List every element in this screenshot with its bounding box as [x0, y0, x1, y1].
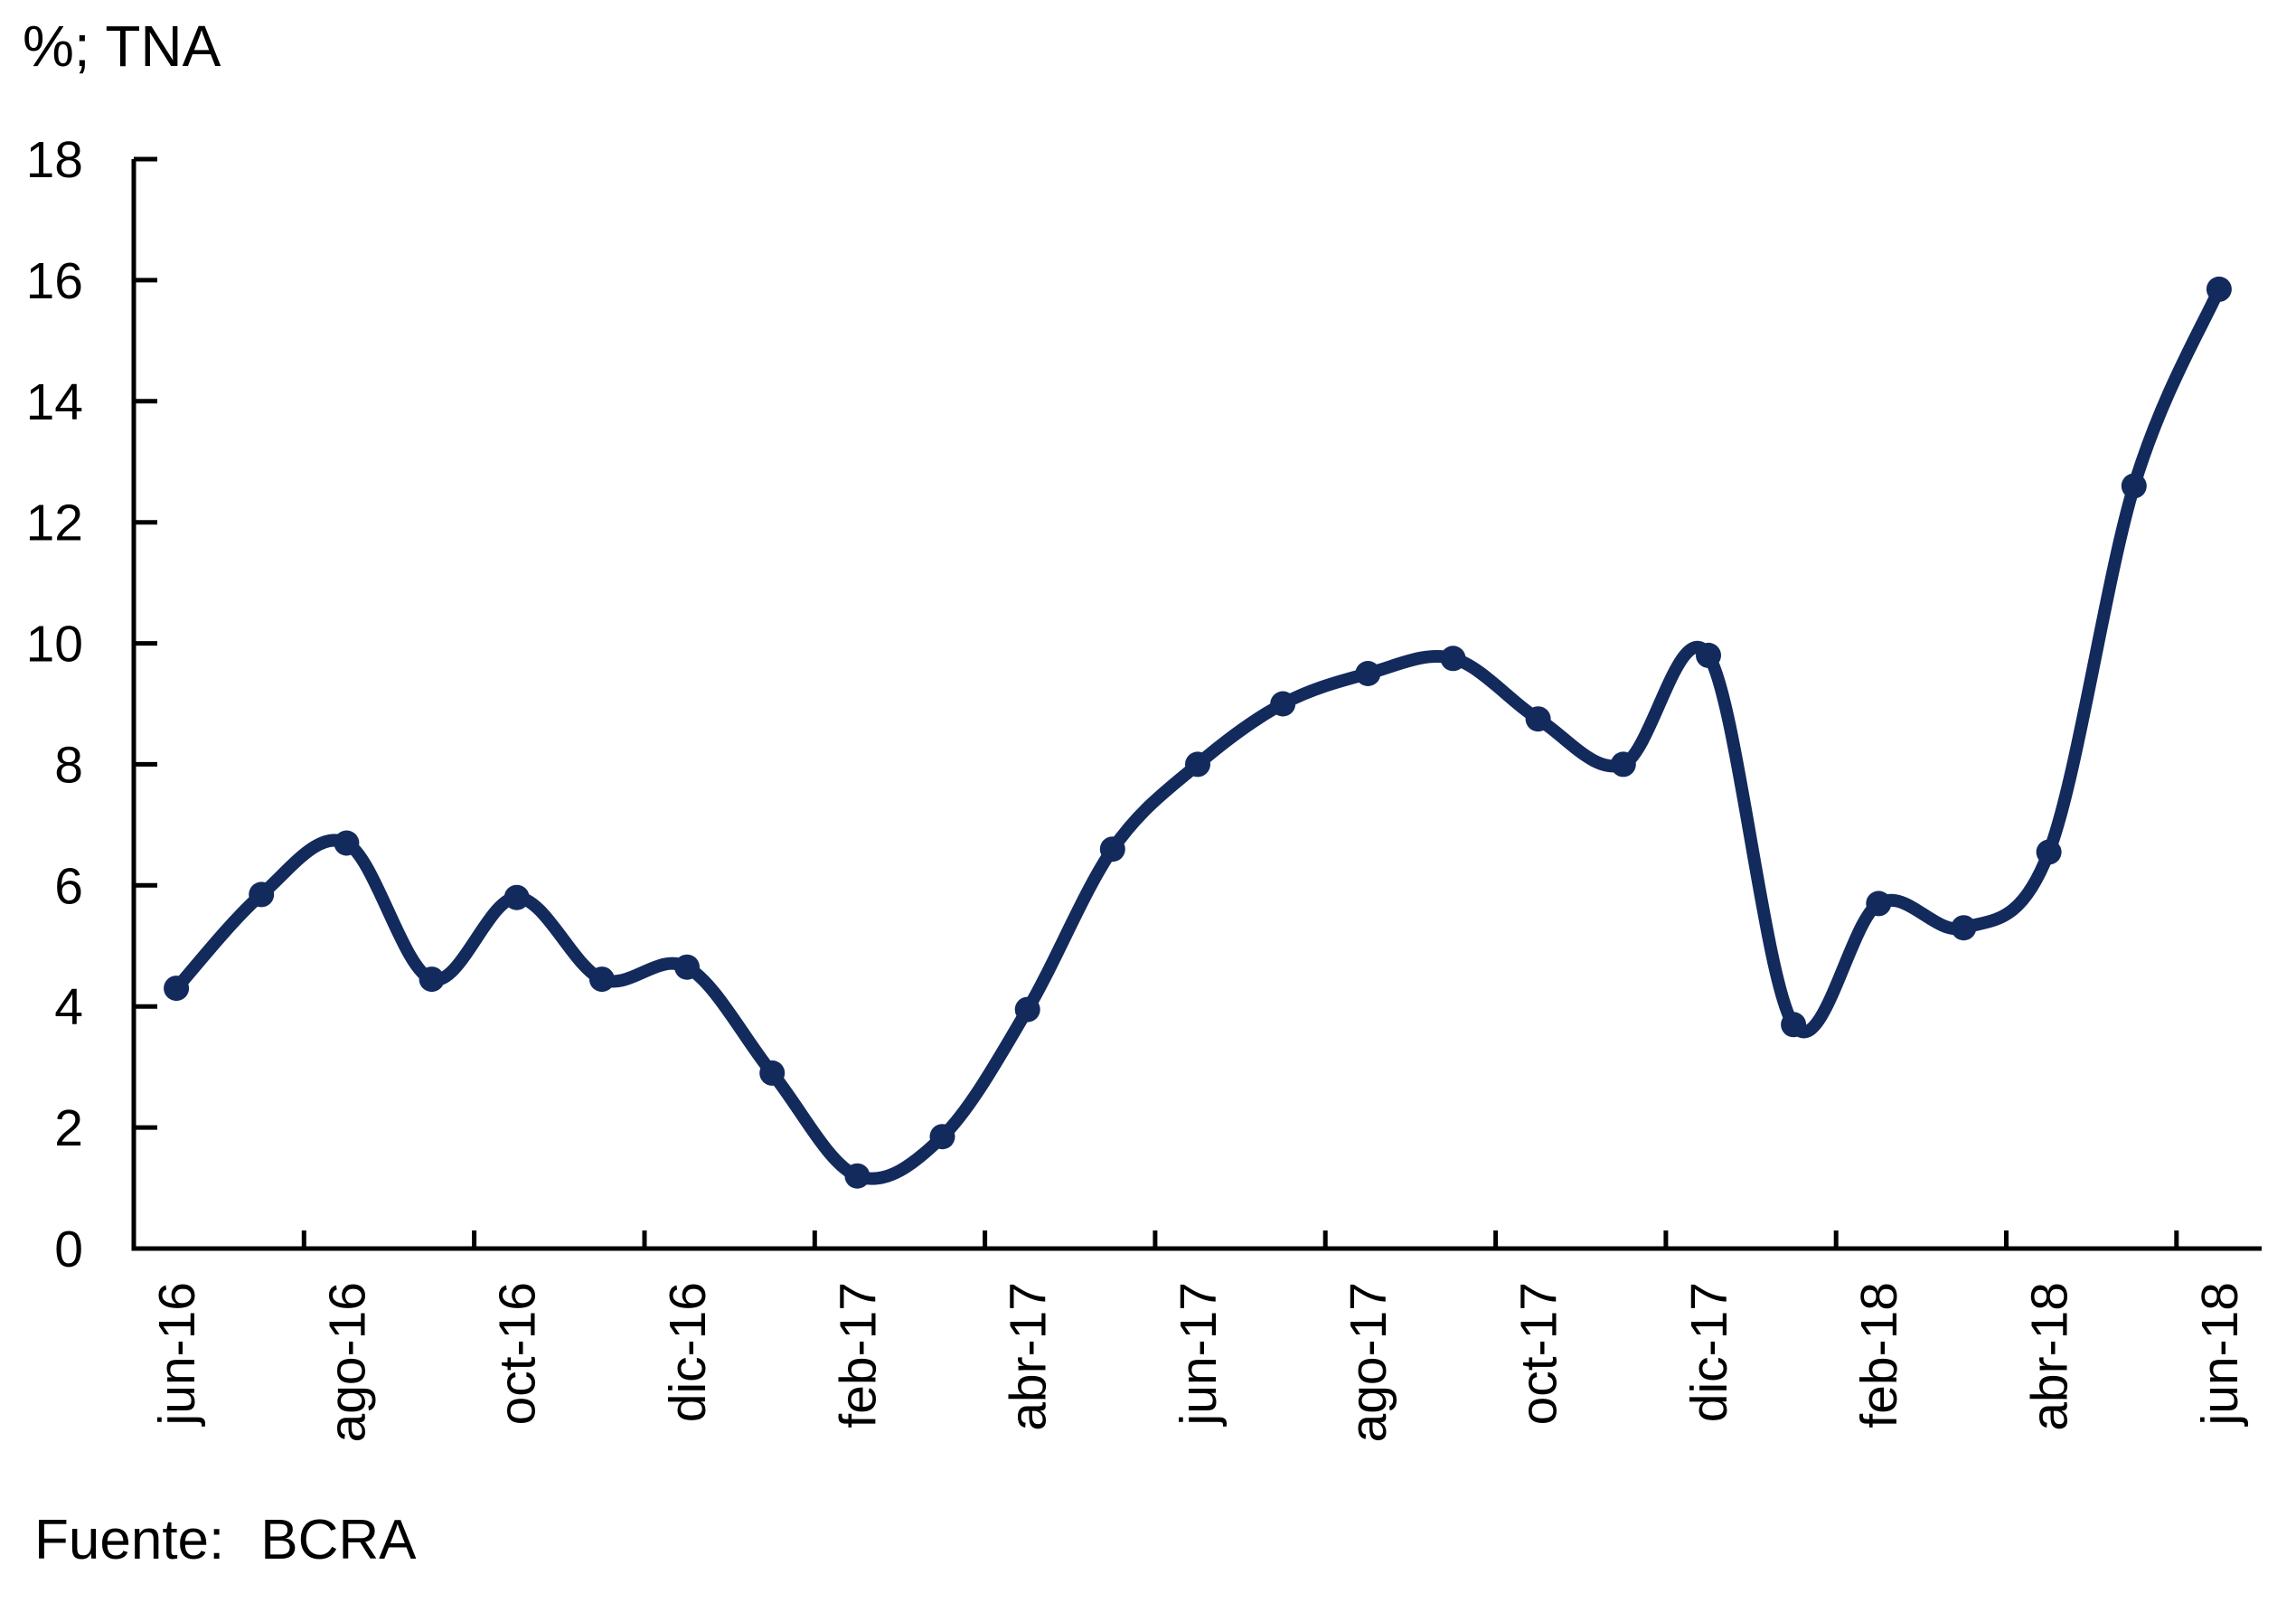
x-tick-label: oct-16 — [489, 1282, 547, 1425]
x-tick-label: dic-17 — [1680, 1282, 1738, 1422]
chart-title: %; TNA — [23, 14, 221, 79]
data-point-oct-17 — [1525, 706, 1551, 732]
y-tick-label: 14 — [26, 373, 83, 431]
x-tick-label: jun-17 — [1170, 1282, 1228, 1427]
series-line — [170, 282, 2225, 1185]
y-tick-label: 6 — [54, 857, 83, 915]
x-tick-label: dic-16 — [659, 1282, 717, 1422]
x-tick-label: jun-16 — [148, 1282, 206, 1427]
data-point-dic-17 — [1696, 642, 1721, 668]
data-point-sep-17 — [1440, 646, 1466, 672]
data-point-mar-18 — [1951, 915, 1977, 941]
source-note: Fuente: BCRA — [34, 1509, 417, 1571]
data-point-jun-17 — [1185, 751, 1210, 778]
x-tick-label: ago-17 — [1340, 1282, 1397, 1443]
y-tick-label: 12 — [26, 495, 83, 552]
data-point-may-18 — [2121, 473, 2147, 499]
data-point-mar-17 — [929, 1124, 955, 1150]
data-point-sep-16 — [419, 966, 445, 993]
data-point-ago-16 — [334, 830, 360, 856]
data-point-abr-17 — [1014, 996, 1040, 1023]
data-point-ene-18 — [1781, 1012, 1807, 1038]
y-tick-label: 2 — [54, 1099, 83, 1157]
x-tick-label: jun-18 — [2191, 1282, 2249, 1427]
data-point-jun-18 — [2206, 276, 2232, 302]
y-tick-label: 16 — [26, 252, 83, 310]
data-point-nov-17 — [1610, 751, 1636, 778]
y-tick-label: 0 — [54, 1221, 83, 1278]
source-value: BCRA — [260, 1509, 417, 1571]
x-tick-label: feb-17 — [829, 1282, 887, 1428]
x-tick-label: abr-17 — [1000, 1282, 1058, 1431]
x-tick-label: abr-18 — [2021, 1282, 2079, 1431]
data-point-ene-17 — [759, 1060, 786, 1086]
x-tick-label: oct-17 — [1510, 1282, 1568, 1425]
data-point-jun-16 — [164, 976, 190, 1002]
data-point-ago-17 — [1355, 661, 1381, 686]
data-point-oct-16 — [503, 884, 530, 910]
data-point-jul-16 — [249, 881, 275, 908]
data-point-jul-17 — [1270, 691, 1296, 717]
data-point-dic-16 — [674, 954, 700, 980]
y-tick-label: 10 — [26, 616, 83, 674]
y-tick-label: 4 — [54, 978, 83, 1036]
data-point-feb-17 — [844, 1163, 870, 1189]
y-tick-label: 18 — [26, 131, 83, 189]
x-tick-label: ago-16 — [318, 1282, 376, 1443]
y-tick-label: 8 — [54, 736, 83, 794]
data-point-nov-16 — [588, 966, 615, 993]
x-tick-label: feb-18 — [1850, 1282, 1908, 1428]
data-point-feb-18 — [1866, 891, 1892, 917]
data-point-abr-18 — [2036, 839, 2062, 865]
source-label: Fuente: — [34, 1509, 225, 1571]
data-point-may-17 — [1099, 836, 1125, 863]
